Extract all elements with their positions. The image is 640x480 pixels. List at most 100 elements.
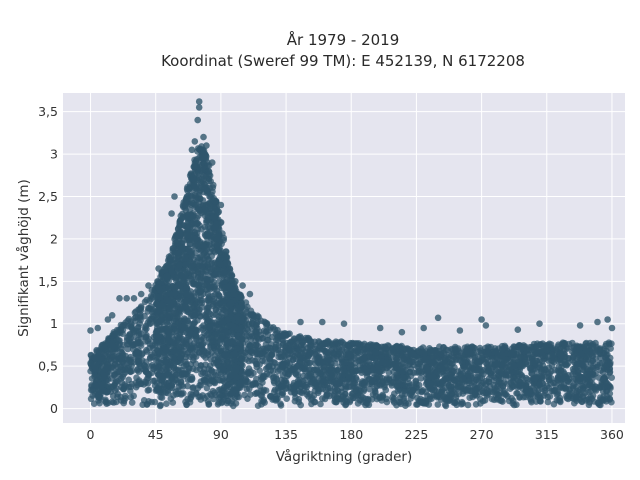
data-point <box>422 397 430 405</box>
data-point <box>107 342 115 349</box>
data-point <box>319 345 327 353</box>
data-point <box>168 268 175 276</box>
data-point <box>110 372 118 379</box>
data-point <box>549 352 556 360</box>
data-point <box>555 363 563 371</box>
data-point <box>198 334 206 341</box>
data-point <box>538 372 546 380</box>
data-point <box>366 385 373 393</box>
data-point <box>157 294 164 301</box>
data-point <box>182 272 189 280</box>
data-point <box>226 302 233 309</box>
data-point <box>347 352 355 359</box>
data-point <box>135 368 143 376</box>
data-point <box>286 347 294 354</box>
data-point <box>604 351 611 358</box>
data-point <box>516 394 523 401</box>
data-point <box>236 379 244 387</box>
data-point <box>571 399 578 407</box>
data-point <box>175 366 182 373</box>
data-point <box>560 368 567 376</box>
data-point <box>118 355 125 362</box>
data-point <box>352 349 360 357</box>
data-point <box>130 392 137 400</box>
data-point <box>502 373 510 380</box>
data-point <box>180 199 187 206</box>
data-point <box>542 365 549 373</box>
data-point <box>508 394 515 402</box>
data-point <box>402 402 409 410</box>
data-point <box>183 284 191 292</box>
data-point <box>506 362 513 369</box>
data-point <box>227 269 234 276</box>
data-point <box>89 386 96 394</box>
data-point <box>127 387 134 395</box>
data-point <box>492 348 500 355</box>
data-point <box>188 263 195 270</box>
data-point <box>382 386 390 394</box>
data-point <box>474 359 482 366</box>
data-point <box>495 392 503 399</box>
data-point <box>534 368 541 376</box>
data-point <box>187 390 194 398</box>
data-point <box>379 380 386 387</box>
data-point <box>452 394 460 401</box>
data-point <box>513 401 520 409</box>
data-point <box>183 360 190 368</box>
data-point <box>303 381 310 389</box>
data-point <box>184 376 192 384</box>
data-point <box>204 214 212 222</box>
data-point <box>170 304 178 312</box>
chart-title-line2: Koordinat (Sweref 99 TM): E 452139, N 61… <box>161 52 525 70</box>
data-point <box>203 186 210 193</box>
data-point <box>216 331 223 338</box>
data-point <box>464 401 472 409</box>
data-point <box>359 360 367 367</box>
data-point <box>586 367 594 375</box>
data-point <box>100 370 108 378</box>
data-point <box>166 305 173 312</box>
data-point <box>315 385 322 393</box>
data-point <box>226 364 233 372</box>
data-point <box>528 398 535 406</box>
data-point <box>238 370 246 377</box>
data-point <box>172 310 179 317</box>
data-point <box>192 335 200 343</box>
data-point <box>221 351 229 359</box>
data-point <box>198 303 206 311</box>
data-point <box>366 349 374 356</box>
data-point <box>137 314 144 321</box>
data-point <box>153 300 160 308</box>
data-point <box>598 383 605 391</box>
data-point <box>203 384 211 392</box>
data-point <box>195 309 203 316</box>
data-point <box>283 381 290 388</box>
data-point <box>206 193 213 200</box>
data-point <box>569 356 576 364</box>
data-points <box>87 98 616 410</box>
data-point <box>155 354 162 362</box>
data-point <box>259 379 266 386</box>
data-point <box>442 346 450 354</box>
data-point <box>98 343 105 350</box>
data-point <box>198 263 205 270</box>
data-point <box>248 349 256 357</box>
data-point <box>153 328 160 335</box>
data-point <box>519 379 527 387</box>
data-point <box>415 367 423 375</box>
data-point <box>216 347 224 354</box>
data-point <box>253 341 260 349</box>
data-point <box>556 345 564 353</box>
data-point <box>204 159 211 166</box>
data-point <box>145 398 152 405</box>
data-point <box>304 344 311 352</box>
data-point <box>523 389 531 397</box>
data-point <box>156 376 164 383</box>
data-point <box>261 345 268 353</box>
data-point <box>467 372 475 380</box>
data-point <box>191 313 198 321</box>
data-point <box>198 225 205 233</box>
data-point <box>257 391 265 399</box>
data-point <box>175 345 182 353</box>
data-point <box>336 376 344 384</box>
